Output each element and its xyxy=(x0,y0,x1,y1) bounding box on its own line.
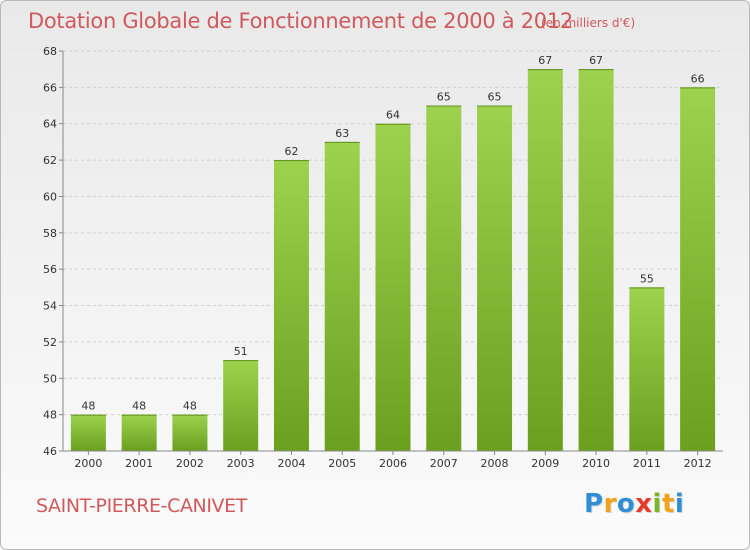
x-tick-label: 2010 xyxy=(582,457,610,470)
bar-value-label: 66 xyxy=(691,72,705,85)
x-tick-label: 2005 xyxy=(328,457,356,470)
bar xyxy=(324,141,360,451)
bar-value-label: 67 xyxy=(538,54,552,67)
bar xyxy=(477,105,513,451)
bar-value-label: 48 xyxy=(132,400,146,413)
bar xyxy=(426,105,462,451)
bar-value-label: 65 xyxy=(437,91,451,104)
y-tick-label: 58 xyxy=(43,227,57,240)
y-tick-label: 50 xyxy=(43,372,57,385)
bar-value-label: 65 xyxy=(488,91,502,104)
y-tick-label: 64 xyxy=(43,118,57,131)
y-tick-label: 48 xyxy=(43,409,57,422)
bar xyxy=(172,414,208,451)
logo-letter: t xyxy=(661,489,675,519)
x-tick-label: 2009 xyxy=(531,457,559,470)
y-tick-label: 56 xyxy=(43,263,57,276)
x-tick-label: 2004 xyxy=(277,457,305,470)
bar-value-label: 48 xyxy=(183,400,197,413)
bar xyxy=(375,123,411,452)
y-tick-label: 46 xyxy=(43,445,57,458)
proxiti-logo: Proxiti xyxy=(584,489,684,519)
y-tick-label: 60 xyxy=(43,190,57,203)
bar-value-label: 62 xyxy=(284,145,298,158)
bar-value-label: 51 xyxy=(234,345,248,358)
x-tick-label: 2011 xyxy=(633,457,661,470)
bar-value-label: 63 xyxy=(335,127,349,140)
x-tick-label: 2006 xyxy=(379,457,407,470)
logo-letter: x xyxy=(635,489,653,519)
bar xyxy=(527,69,563,451)
y-tick-label: 66 xyxy=(43,81,57,94)
y-tick-label: 68 xyxy=(43,45,57,58)
bar xyxy=(680,87,716,451)
bar-value-label: 55 xyxy=(640,272,654,285)
logo-letter: o xyxy=(616,489,636,519)
bar xyxy=(273,160,309,451)
logo-letter: r xyxy=(603,489,617,519)
bar-value-label: 48 xyxy=(81,400,95,413)
x-tick-label: 2003 xyxy=(227,457,255,470)
x-tick-label: 2001 xyxy=(125,457,153,470)
logo-letter: i xyxy=(652,489,662,519)
bar xyxy=(578,69,614,451)
x-tick-label: 2007 xyxy=(430,457,458,470)
x-tick-label: 2002 xyxy=(176,457,204,470)
bar xyxy=(121,414,157,451)
bar-value-label: 64 xyxy=(386,109,400,122)
logo-letter: P xyxy=(584,489,604,519)
bar xyxy=(223,360,259,451)
bar-value-label: 67 xyxy=(589,54,603,67)
logo-letter: i xyxy=(674,489,685,519)
chart-title: Dotation Globale de Fonctionnement de 20… xyxy=(28,9,573,33)
x-tick-label: 2012 xyxy=(684,457,712,470)
chart-unit: (en milliers d'€) xyxy=(541,16,636,30)
commune-name: SAINT-PIERRE-CANIVET xyxy=(36,495,247,517)
y-tick-label: 54 xyxy=(43,300,57,313)
x-tick-label: 2008 xyxy=(481,457,509,470)
bar xyxy=(70,414,106,451)
y-tick-label: 52 xyxy=(43,336,57,349)
bar xyxy=(629,287,665,451)
x-tick-label: 2000 xyxy=(74,457,102,470)
y-tick-label: 62 xyxy=(43,154,57,167)
